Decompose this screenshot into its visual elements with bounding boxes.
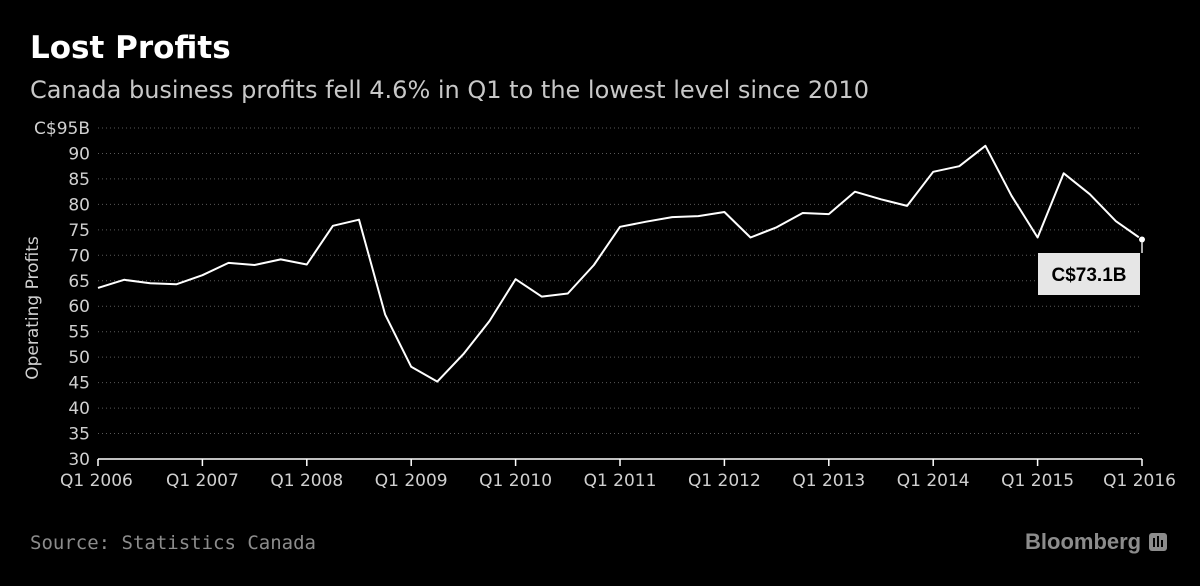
series-line (97, 144, 1143, 383)
bloomberg-logo: Bloomberg (1025, 529, 1168, 555)
chart-title: Lost Profits (30, 30, 231, 66)
x-tick-label: Q1 2015 (1001, 471, 1074, 491)
y-tick-label: 60 (68, 297, 90, 317)
x-tick-label: Q1 2006 (60, 471, 133, 491)
y-tick-label: 65 (68, 272, 90, 292)
y-tick-label: 70 (68, 246, 90, 266)
x-tick-label: Q1 2012 (688, 471, 761, 491)
y-tick-label: 50 (68, 348, 90, 368)
brand-name: Bloomberg (1025, 529, 1142, 554)
y-tick-label: 90 (68, 144, 90, 164)
x-tick-label: Q1 2016 (1103, 471, 1176, 491)
value-callout-label: C$73.1B (1052, 265, 1127, 286)
x-tick-label: Q1 2013 (792, 471, 865, 491)
y-tick-label: 55 (68, 323, 90, 343)
x-tick-label: Q1 2010 (479, 471, 552, 491)
y-tick-label: 85 (68, 170, 90, 190)
y-tick-label: C$95B (34, 119, 90, 139)
y-tick-label: 80 (68, 195, 90, 215)
y-tick-label: 30 (68, 450, 90, 470)
x-tick-label: Q1 2008 (270, 471, 343, 491)
source-note: Source: Statistics Canada (30, 532, 316, 554)
bloomberg-terminal-icon (1149, 533, 1168, 551)
last-point-marker (1138, 235, 1146, 244)
y-tick-label: 40 (68, 399, 90, 419)
x-tick-label: Q1 2009 (375, 471, 448, 491)
x-tick-label: Q1 2007 (166, 471, 239, 491)
x-tick-label: Q1 2011 (584, 471, 657, 491)
y-tick-label: 35 (68, 425, 90, 445)
value-callout-box (1038, 253, 1140, 295)
chart-subtitle: Canada business profits fell 4.6% in Q1 … (30, 76, 869, 104)
x-tick-label: Q1 2014 (897, 471, 970, 491)
y-tick-label: 75 (68, 221, 90, 241)
y-tick-label: 45 (68, 374, 90, 394)
